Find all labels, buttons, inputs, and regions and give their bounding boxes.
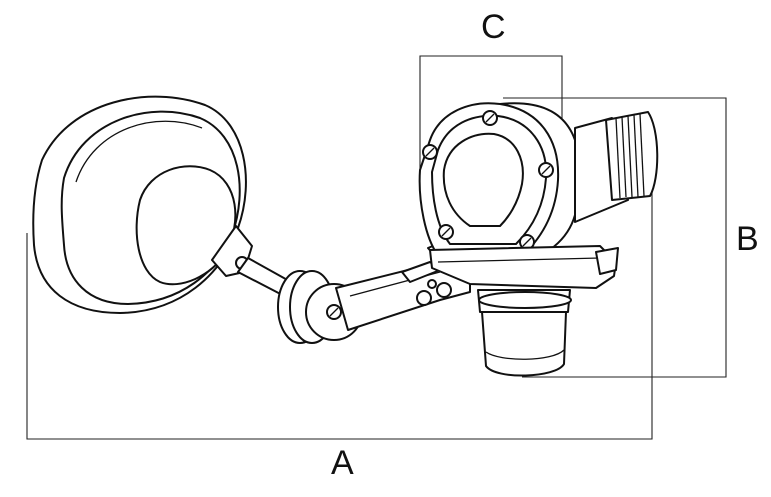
dimension-label-a: A xyxy=(331,444,354,482)
dimension-label-b: B xyxy=(736,220,759,258)
outlet-nozzle xyxy=(477,289,572,377)
float-ball xyxy=(32,95,247,314)
valve-body xyxy=(418,102,576,263)
dimension-c-bracket xyxy=(419,55,563,178)
dimension-label-c: C xyxy=(481,8,506,46)
lower-bracket xyxy=(429,245,619,289)
dimension-b-bracket xyxy=(503,97,727,378)
threaded-inlet xyxy=(574,111,659,223)
dimension-a-bracket xyxy=(26,172,653,440)
pivot-wheel xyxy=(277,270,363,344)
